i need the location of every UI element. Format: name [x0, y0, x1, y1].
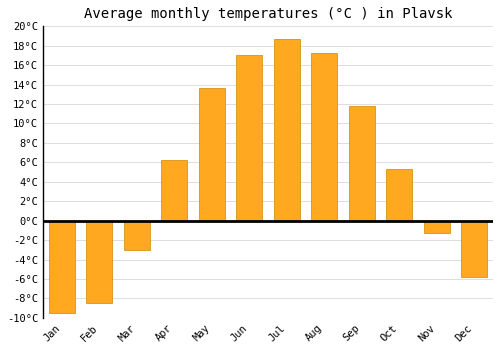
- Bar: [424, 220, 450, 233]
- Bar: [386, 169, 412, 220]
- Bar: [348, 106, 375, 220]
- Bar: [161, 160, 188, 220]
- Bar: [86, 220, 113, 303]
- Bar: [48, 220, 75, 313]
- Bar: [198, 88, 225, 220]
- Bar: [124, 220, 150, 250]
- Bar: [236, 55, 262, 220]
- Bar: [461, 220, 487, 277]
- Title: Average monthly temperatures (°C ) in Plavsk: Average monthly temperatures (°C ) in Pl…: [84, 7, 452, 21]
- Bar: [311, 54, 338, 220]
- Bar: [274, 39, 300, 220]
